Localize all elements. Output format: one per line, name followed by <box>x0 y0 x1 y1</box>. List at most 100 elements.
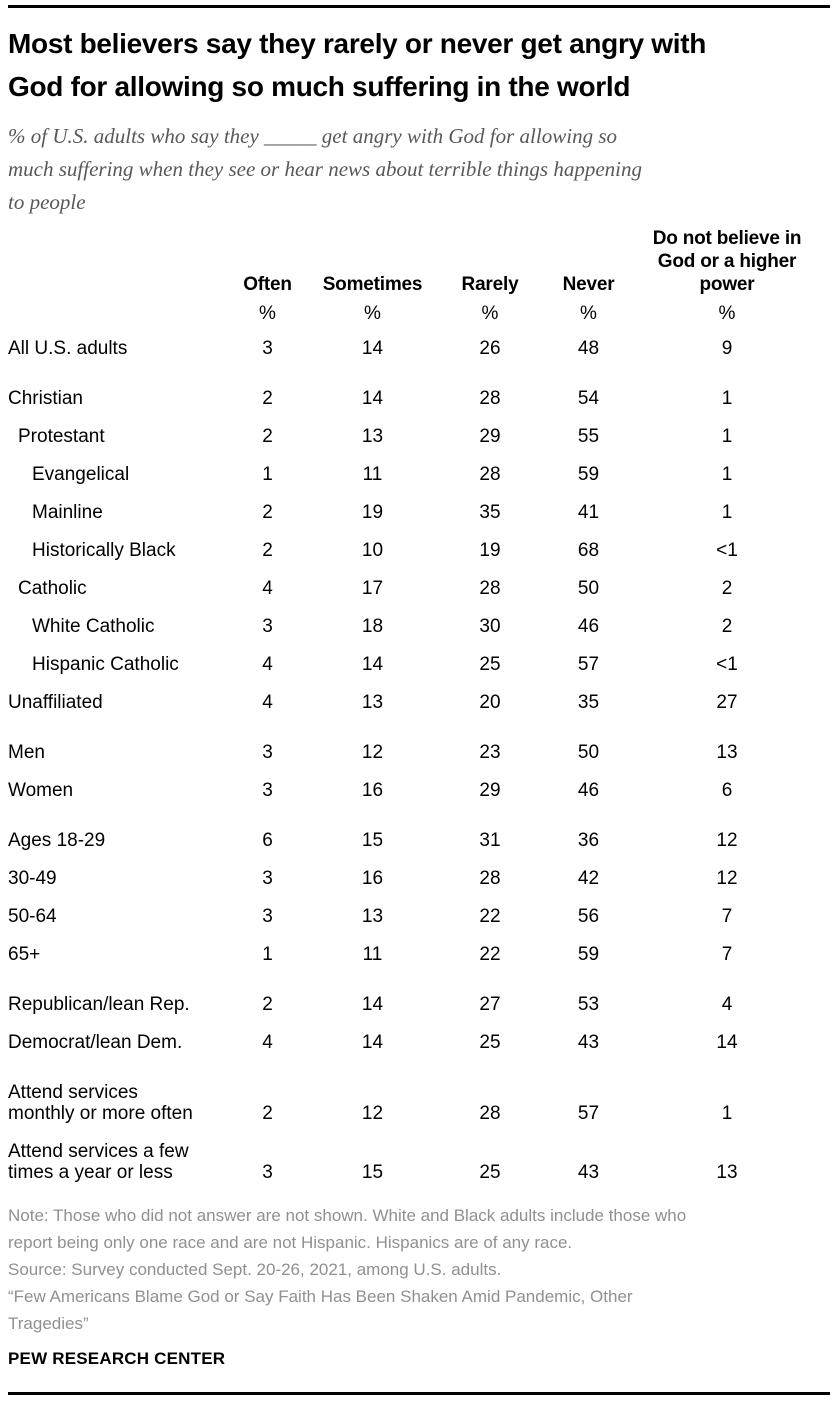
cell-value: 2 <box>262 1103 273 1124</box>
cell-value: 28 <box>479 1103 501 1124</box>
cell-value: 1 <box>721 464 733 485</box>
bottom-rule <box>8 1392 830 1395</box>
table-row: All U.S. adults 3 14 26 48 9 <box>8 325 817 363</box>
row-label: Protestant <box>18 426 105 447</box>
table-header: Often Sometimes Rarely Never Do not beli… <box>8 227 817 325</box>
row-label: Mainline <box>32 502 103 523</box>
cell-value: 50 <box>577 578 600 599</box>
cell-value: 7 <box>721 944 733 965</box>
cell-value: 3 <box>262 742 273 763</box>
cell-value: 42 <box>577 868 600 889</box>
row-label: Unaffiliated <box>8 692 103 713</box>
cell-value: 3 <box>262 780 273 801</box>
cell-value: 12 <box>361 742 384 763</box>
cell-value: 35 <box>479 502 501 523</box>
cell-value: 57 <box>577 1103 600 1124</box>
cell-value: 16 <box>361 780 384 801</box>
cell-value: 4 <box>262 654 273 675</box>
cell-value: 57 <box>577 654 600 675</box>
cell-value: 4 <box>721 994 733 1015</box>
table-row: 65+ 1 11 22 59 7 <box>8 931 817 969</box>
cell-value: 26 <box>479 338 501 359</box>
row-label: Ages 18-29 <box>8 830 106 851</box>
row-label: Christian <box>8 388 83 409</box>
cell-value: 25 <box>479 1032 501 1053</box>
report-title-text: “Few Americans Blame God or Say Faith Ha… <box>8 1287 633 1333</box>
table-row: Unaffiliated 4 13 20 35 27 <box>8 679 817 717</box>
cell-value: 68 <box>577 540 600 561</box>
table-body: All U.S. adults 3 14 26 48 9 Christian 2 14 28 54 1… <box>8 325 817 1187</box>
table-row: Mainline 2 19 35 41 1 <box>8 489 817 527</box>
row-label: Attend services monthly or more often <box>8 1082 193 1124</box>
cell-value: 55 <box>577 426 600 447</box>
cell-value: 54 <box>577 388 600 409</box>
cell-value: 41 <box>577 502 600 523</box>
cell-value: 7 <box>721 906 733 927</box>
cell-value: 59 <box>577 944 600 965</box>
cell-value: 31 <box>479 830 501 851</box>
cell-value: 3 <box>262 906 273 927</box>
table-row: Hispanic Catholic 4 14 25 57 <1 <box>8 641 817 679</box>
cell-value: 23 <box>479 742 501 763</box>
cell-value: 17 <box>361 578 384 599</box>
cell-value: 1 <box>721 502 733 523</box>
cell-value: 15 <box>361 830 384 851</box>
cell-value: 2 <box>262 540 273 561</box>
table-row: White Catholic 3 18 30 46 2 <box>8 603 817 641</box>
label-column-spacer <box>8 296 230 325</box>
table-row: Ages 18-29 6 15 31 36 12 <box>8 805 817 855</box>
subtitle: % of U.S. adults who say they _____ get … <box>8 124 643 214</box>
cell-value: 46 <box>577 780 600 801</box>
table-row: Men 3 12 23 50 13 <box>8 717 817 767</box>
row-label: Democrat/lean Dem. <box>8 1032 183 1053</box>
cell-value: 14 <box>716 1032 738 1053</box>
percent-symbol: % <box>481 303 499 324</box>
cell-value: 3 <box>262 1162 273 1183</box>
column-header-no-belief: Do not believe in God or a higher power <box>652 228 802 295</box>
cell-value: 12 <box>361 1103 384 1124</box>
row-label: White Catholic <box>32 616 155 637</box>
table-row: Protestant 2 13 29 55 1 <box>8 413 817 451</box>
cell-value: 13 <box>361 426 384 447</box>
table-row: Catholic 4 17 28 50 2 <box>8 565 817 603</box>
table-row: Christian 2 14 28 54 1 <box>8 363 817 413</box>
cell-value: 4 <box>262 692 273 713</box>
cell-value: 36 <box>577 830 600 851</box>
cell-value: 43 <box>577 1032 600 1053</box>
cell-value: 2 <box>262 994 273 1015</box>
cell-value: 27 <box>716 692 738 713</box>
percent-symbol: % <box>580 303 597 324</box>
cell-value: 18 <box>361 616 384 637</box>
percent-symbol: % <box>259 303 276 324</box>
cell-value: 28 <box>479 388 501 409</box>
percent-symbol: % <box>364 303 381 324</box>
table-row: Republican/lean Rep. 2 14 27 53 4 <box>8 969 817 1019</box>
table-row: Women 3 16 29 46 6 <box>8 767 817 805</box>
percent-symbol-row: % % % % % <box>8 296 817 325</box>
cell-value: 3 <box>262 338 273 359</box>
cell-value: 13 <box>361 906 384 927</box>
cell-value: <1 <box>716 540 738 561</box>
cell-value: 10 <box>361 540 384 561</box>
row-label: All U.S. adults <box>8 338 128 359</box>
row-label: Attend services a few times a year or le… <box>8 1141 189 1183</box>
cell-value: 14 <box>361 654 384 675</box>
cell-value: 11 <box>362 464 383 485</box>
cell-value: 14 <box>361 1032 384 1053</box>
cell-value: 1 <box>262 944 273 965</box>
cell-value: <1 <box>716 654 738 675</box>
note-text: Note: Those who did not answer are not s… <box>8 1206 687 1252</box>
cell-value: 15 <box>361 1162 384 1183</box>
cell-value: 48 <box>577 338 600 359</box>
cell-value: 13 <box>361 692 384 713</box>
cell-value: 1 <box>721 426 733 447</box>
cell-value: 28 <box>479 578 501 599</box>
data-table: Often Sometimes Rarely Never Do not beli… <box>8 227 817 1187</box>
cell-value: 59 <box>577 464 600 485</box>
cell-value: 2 <box>721 578 733 599</box>
cell-value: 1 <box>721 1103 733 1124</box>
table-row: Democrat/lean Dem. 4 14 25 43 14 <box>8 1019 817 1057</box>
cell-value: 28 <box>479 464 501 485</box>
row-label: Hispanic Catholic <box>32 654 179 675</box>
